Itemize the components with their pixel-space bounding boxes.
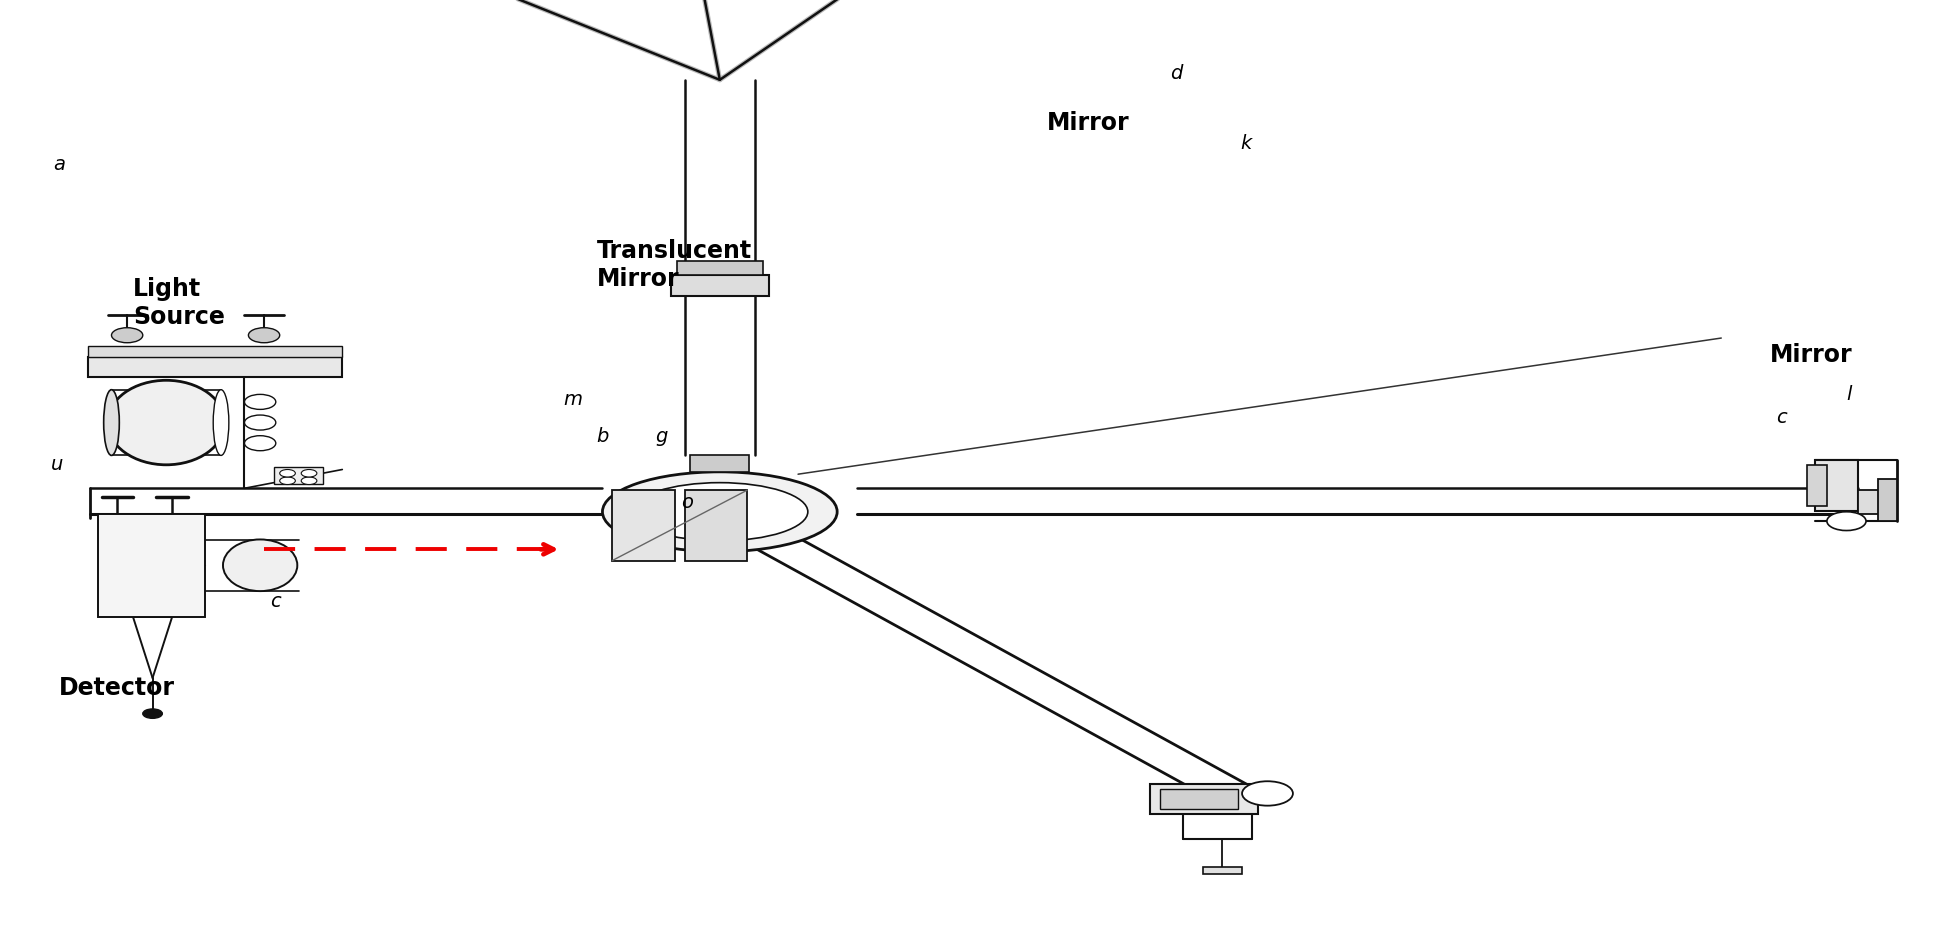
Bar (1814, 460, 1857, 511)
Text: m: m (563, 390, 583, 408)
Circle shape (1241, 781, 1292, 806)
Bar (98, 514, 205, 617)
Circle shape (280, 477, 295, 485)
Circle shape (244, 394, 276, 409)
Bar (1857, 490, 1889, 514)
Bar (88, 346, 342, 357)
Text: Translucent
Mirror: Translucent Mirror (596, 239, 751, 291)
Bar (1202, 867, 1241, 874)
Text: Light
Source: Light Source (133, 277, 225, 329)
Circle shape (1826, 512, 1865, 531)
Text: c: c (1775, 408, 1785, 427)
Text: o: o (680, 493, 692, 512)
Ellipse shape (213, 390, 229, 455)
Text: b: b (596, 427, 608, 446)
Text: k: k (1239, 134, 1251, 153)
Ellipse shape (1245, 787, 1288, 800)
Ellipse shape (602, 471, 837, 551)
Text: Mirror: Mirror (1046, 111, 1128, 135)
Circle shape (301, 470, 317, 477)
Bar (612, 490, 674, 561)
Circle shape (244, 436, 276, 451)
Text: c: c (270, 592, 280, 610)
Bar (88, 357, 342, 377)
Bar (1159, 789, 1238, 809)
Text: g: g (655, 427, 667, 446)
Ellipse shape (108, 380, 225, 465)
Circle shape (143, 709, 162, 718)
Ellipse shape (104, 390, 119, 455)
Text: l: l (1846, 385, 1851, 404)
Text: Detector: Detector (59, 676, 174, 700)
Circle shape (280, 470, 295, 477)
Text: u: u (51, 455, 63, 474)
Bar (1150, 784, 1257, 814)
Circle shape (111, 328, 143, 343)
Bar (1806, 465, 1826, 506)
Bar (274, 467, 323, 484)
Bar (684, 490, 747, 561)
Circle shape (248, 328, 280, 343)
Circle shape (244, 415, 276, 430)
Bar (690, 455, 749, 472)
Bar (671, 275, 768, 296)
Ellipse shape (223, 539, 297, 592)
Bar (1877, 479, 1896, 521)
Text: d: d (1169, 64, 1181, 83)
Text: Mirror: Mirror (1769, 343, 1851, 367)
Circle shape (301, 477, 317, 485)
Ellipse shape (631, 483, 807, 541)
Text: a: a (53, 155, 65, 174)
Bar (676, 261, 762, 275)
